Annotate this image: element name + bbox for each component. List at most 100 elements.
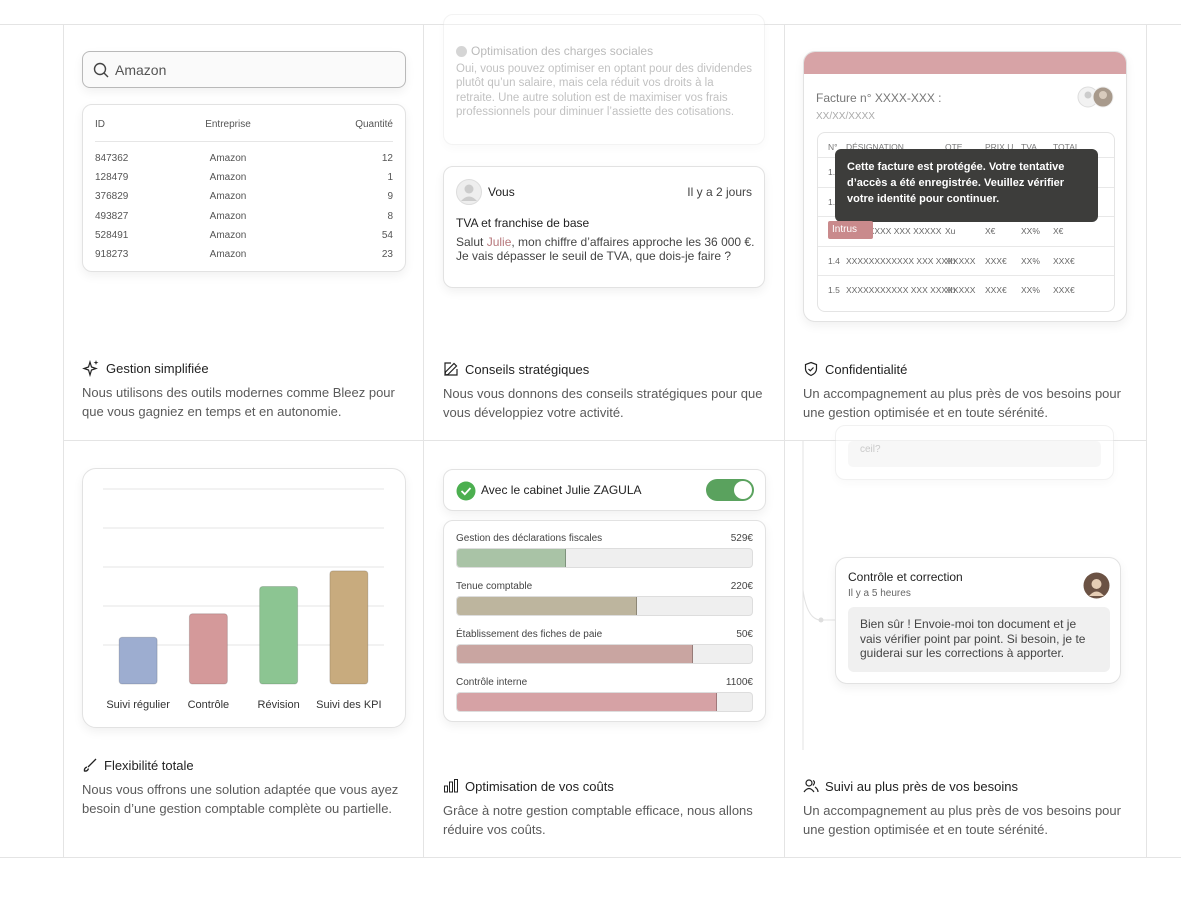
avatar — [1083, 572, 1110, 599]
feature-description: Nous vous offrons une solution adaptée q… — [82, 782, 399, 816]
orders-table: ID Entreprise Quantité 847362 Amazon 12 128479… — [82, 104, 406, 272]
invoice-cell: XX% — [1021, 255, 1040, 266]
x-tick-label: Suivi des KPI — [316, 699, 381, 711]
invoice-column: TOTAL — [1053, 142, 1080, 152]
table-cell: Amazon — [209, 191, 247, 203]
table-cell: Amazon — [209, 210, 247, 222]
invoice-cell: XXXXXXXX XXX XXXXX — [846, 226, 942, 236]
invoice-cell: XX% — [1021, 285, 1040, 295]
toggle-knob — [734, 481, 752, 499]
x-tick-label: Contrôle — [188, 699, 230, 711]
invoice-cell: 1.4 — [828, 255, 840, 266]
table-cell: 23 — [381, 249, 393, 260]
bar — [329, 570, 369, 685]
table-cell: 493827 — [95, 210, 129, 222]
divider — [1146, 24, 1147, 857]
invoice-column: DÉSIGNATION — [846, 142, 904, 152]
feature-description: Un accompagnement au plus près de vos be… — [803, 386, 1121, 420]
brush-icon — [83, 758, 97, 772]
users-icon — [803, 779, 819, 793]
table-cell: 54 — [381, 229, 393, 241]
invoice-cell: X€ — [1053, 226, 1064, 236]
faded-card: ceil? — [835, 425, 1114, 480]
followup-card: Contrôle et correction Il y a 5 heures B… — [835, 557, 1121, 684]
table-cell: Amazon — [209, 172, 247, 184]
advice-text: Oui, vous pouvez optimiser en optant pou… — [456, 63, 752, 118]
progress-fill — [457, 645, 693, 663]
invoice-header-band — [804, 52, 1126, 74]
cabinet-label: Avec le cabinet Julie ZAGULA — [481, 483, 642, 497]
advice-title: Optimisation des charges sociales — [456, 44, 653, 58]
invoice-cell: XXX€ — [985, 285, 1007, 295]
bars-icon — [444, 779, 458, 793]
avatars — [1077, 86, 1114, 108]
divider — [423, 24, 424, 857]
table-cell: 918273 — [95, 249, 129, 260]
invoice-column: QTE — [945, 142, 963, 152]
bar — [259, 586, 299, 685]
feature: Suivi au plus près de vos besoins Un acco… — [803, 777, 1133, 839]
divider — [63, 24, 64, 857]
faded-advice-card: Optimisation des charges sociales Oui, v… — [443, 14, 765, 145]
search-box[interactable]: Amazon — [82, 51, 406, 88]
feature: Optimisation de vos coûts Grâce à notre g… — [443, 777, 773, 839]
message-card: Vous Il y a 2 jours TVA et franchise de … — [443, 166, 765, 288]
costs-card: Gestion des déclarations fiscales 529€ Ten… — [443, 520, 766, 722]
invoice-card: Facture n° XXXX-XXX : XX/XX/XXXX N° DÉSIG… — [803, 51, 1127, 322]
feature-title: Flexibilité totale — [104, 757, 194, 773]
table-cell: 9 — [387, 191, 393, 203]
followup-time: Il y a 5 heures — [848, 588, 911, 599]
check-icon — [456, 481, 476, 501]
time: Il y a 2 jours — [687, 185, 752, 199]
cost-label: Contrôle interne — [456, 677, 528, 688]
message-body: Salut Julie, mon chiffre d’affaires appr… — [456, 235, 756, 263]
search-query: Amazon — [115, 62, 167, 78]
feature: Conseils stratégiques Nous vous donnons d… — [443, 360, 773, 422]
greeting: Salut — [456, 235, 484, 249]
invoice-column: N° — [828, 142, 838, 152]
subject: TVA et franchise de base — [456, 216, 590, 230]
feature: Confidentialité Un accompagnement au plus… — [803, 360, 1133, 422]
table-cell: 8 — [387, 210, 393, 222]
faded-text: ceil? — [848, 441, 1101, 467]
toggle[interactable] — [706, 479, 754, 501]
column-header: Entreprise — [205, 119, 251, 130]
table-cell: Amazon — [209, 249, 247, 260]
invoice-cell: Xh — [945, 285, 956, 295]
bar-chart: Suivi régulier Contrôle Révision Suivi des … — [103, 488, 384, 711]
table-cell: 1 — [387, 172, 393, 184]
progress-fill — [457, 549, 567, 567]
progress-fill — [457, 597, 637, 615]
invoice-cell: 1.5 — [828, 285, 840, 295]
x-tick-label: Révision — [258, 699, 300, 711]
check-icon — [456, 45, 467, 57]
invoice-cell: Xu — [945, 226, 956, 236]
invoice-column: PRIX U. — [985, 142, 1016, 152]
table-cell: 12 — [381, 153, 393, 164]
followup-message: Bien sûr ! Envoie-moi ton document et je… — [848, 607, 1110, 672]
column-header: Quantité — [355, 119, 393, 130]
table-cell: 128479 — [95, 172, 129, 184]
highlight-name: Julie — [486, 235, 512, 249]
followup-title: Contrôle et correction — [848, 570, 963, 584]
feature-description: Un accompagnement au plus près de vos be… — [803, 803, 1121, 837]
row-divider — [818, 275, 1114, 276]
progress-track — [456, 644, 753, 664]
table-divider — [95, 141, 393, 142]
search-icon — [93, 62, 109, 78]
x-tick-label: Suivi régulier — [106, 699, 170, 711]
cost-label: Gestion des déclarations fiscales — [456, 533, 603, 544]
divider — [63, 440, 1146, 441]
invoice-title: Facture n° XXXX-XXX : — [816, 91, 942, 105]
progress-fill — [457, 693, 717, 711]
body-text: , mon chiffre d’affaires approche les 36… — [456, 235, 755, 263]
divider — [784, 24, 785, 857]
divider — [0, 857, 1181, 858]
cost-amount: 1100€ — [725, 677, 753, 688]
table-cell: Amazon — [209, 153, 247, 164]
invoice-cell: XXXXXXXXXXXX XXX XXXXXXX — [846, 255, 976, 266]
invoice-cell: XXX€ — [1053, 285, 1075, 295]
table-cell: Amazon — [209, 229, 247, 241]
chart-card: Suivi régulier Contrôle Révision Suivi des … — [82, 468, 406, 728]
